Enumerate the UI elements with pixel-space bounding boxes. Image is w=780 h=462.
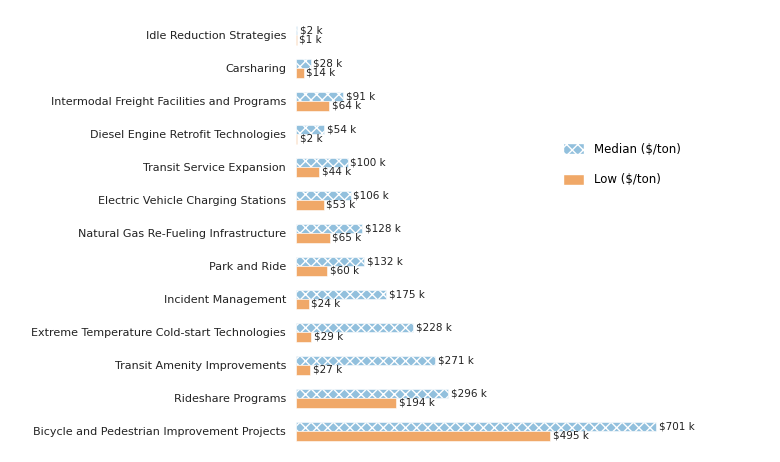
Bar — [296, 257, 364, 266]
Bar — [296, 134, 297, 144]
Bar — [296, 59, 310, 68]
Text: $194 k: $194 k — [399, 398, 434, 408]
Text: $128 k: $128 k — [364, 224, 400, 234]
Bar — [296, 92, 343, 101]
Bar — [296, 224, 362, 233]
Bar — [296, 266, 327, 275]
Text: $28 k: $28 k — [314, 59, 342, 69]
Bar — [296, 158, 348, 167]
Bar — [296, 299, 309, 309]
Text: $60 k: $60 k — [330, 266, 359, 276]
Text: $106 k: $106 k — [353, 191, 389, 201]
Text: $132 k: $132 k — [367, 257, 402, 267]
Text: $29 k: $29 k — [314, 332, 343, 342]
Bar — [296, 201, 324, 210]
Text: $1 k: $1 k — [300, 35, 322, 45]
Text: $14 k: $14 k — [306, 68, 335, 78]
Bar — [296, 432, 551, 441]
Bar — [296, 332, 311, 341]
Text: $175 k: $175 k — [388, 290, 424, 300]
Text: $228 k: $228 k — [416, 322, 452, 333]
Text: $701 k: $701 k — [658, 422, 694, 432]
Bar — [296, 389, 448, 398]
Text: $27 k: $27 k — [313, 365, 342, 375]
Bar — [296, 191, 351, 201]
Bar — [296, 290, 386, 299]
Text: $495 k: $495 k — [553, 431, 589, 441]
Legend: Median ($/ton), Low ($/ton): Median ($/ton), Low ($/ton) — [563, 143, 680, 186]
Text: $54 k: $54 k — [327, 125, 356, 135]
Bar — [296, 167, 319, 176]
Text: $271 k: $271 k — [438, 356, 474, 366]
Bar — [296, 365, 310, 375]
Bar — [296, 422, 656, 432]
Text: $65 k: $65 k — [332, 233, 362, 243]
Bar — [296, 125, 324, 134]
Text: $2 k: $2 k — [300, 134, 323, 144]
Bar — [296, 323, 413, 332]
Bar — [296, 26, 297, 35]
Text: $24 k: $24 k — [311, 299, 341, 309]
Bar — [296, 356, 435, 365]
Text: $91 k: $91 k — [346, 91, 375, 102]
Bar — [296, 233, 330, 243]
Text: $64 k: $64 k — [332, 101, 361, 111]
Text: $100 k: $100 k — [350, 158, 386, 168]
Text: $296 k: $296 k — [451, 389, 487, 399]
Text: $44 k: $44 k — [321, 167, 351, 177]
Bar — [296, 398, 396, 407]
Text: $53 k: $53 k — [326, 200, 356, 210]
Text: $2 k: $2 k — [300, 26, 323, 36]
Bar — [296, 68, 303, 78]
Bar — [296, 101, 329, 110]
